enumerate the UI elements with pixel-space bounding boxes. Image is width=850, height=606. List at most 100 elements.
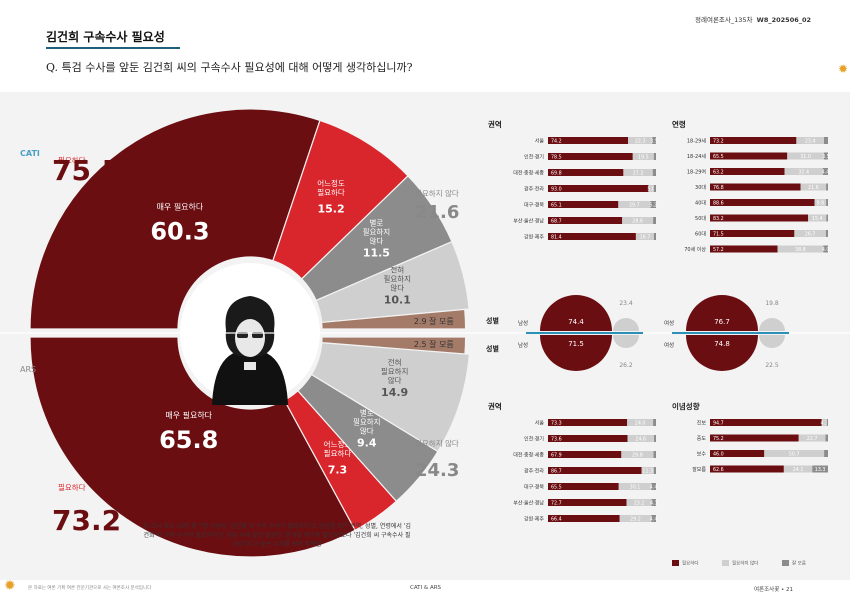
region-top-bar-label: 65.1 <box>551 203 562 209</box>
ideology-bar-label: 50.7 <box>789 452 800 458</box>
region-bottom-bar-label: 29.2 <box>630 517 641 523</box>
region-top-bar-label: 93.0 <box>551 187 562 193</box>
sex-not-ars <box>613 335 639 348</box>
region-top-bar-seg <box>635 233 654 240</box>
region-top-bar-seg <box>650 201 656 208</box>
age-bar-seg <box>710 214 809 222</box>
page-header: 정례여론조사_135차 W8_202506_02 김건희 구속수사 필요성 Q.… <box>0 0 850 92</box>
region-top-bar-seg <box>548 185 649 192</box>
region-top-bar-label: 19.5 <box>638 155 649 161</box>
age-bar-label: 32.4 <box>798 170 809 176</box>
ideology-category: 보수 <box>697 452 707 458</box>
sex-need-ars-value: 71.5 <box>568 340 584 348</box>
region-top-bar-label: 28.6 <box>632 219 643 225</box>
region-bottom-bar-label: 86.7 <box>551 469 562 475</box>
slice-label: 필요하지 <box>381 366 409 376</box>
legend-not: 필요하지 않다 <box>722 560 758 567</box>
ideology-bar-label: 75.2 <box>713 436 724 442</box>
region-bottom-category: 대전·충청·세종 <box>513 452 544 459</box>
slice-label: 필요하지 <box>353 416 381 426</box>
sex-group-label: 남성 <box>518 341 528 349</box>
legend-label-need: 필요하다 <box>682 561 699 567</box>
region-bottom-bar-label: 30.1 <box>630 485 641 491</box>
region-bottom-category: 부산·울산·경남 <box>513 500 544 507</box>
donut-slice-ars-3 <box>310 342 470 453</box>
region-bottom-bar-label: 65.5 <box>551 485 562 491</box>
region-bottom-bar-label: 73.3 <box>551 421 562 427</box>
region-bottom-bar-label: 4.4 <box>650 517 658 523</box>
age-bar-seg <box>710 230 795 237</box>
legend-need: 필요하다 <box>672 560 699 567</box>
region-top-bar-label: 81.4 <box>551 235 562 241</box>
region-top-bar-seg <box>622 217 654 224</box>
age-category: 50대 <box>695 215 706 222</box>
ideology-title: 이념성향 <box>672 401 700 411</box>
region-bottom-category: 서울 <box>535 420 545 427</box>
sex-need-cati-value: 74.4 <box>568 318 584 326</box>
slice-label: 필요하지 <box>383 273 411 283</box>
slice-value: 2.5 잘 모름 <box>414 340 454 349</box>
region-bottom-bar-seg <box>627 419 654 426</box>
age-category: 18-24세 <box>687 153 707 160</box>
slice-label: 않다 <box>388 376 402 385</box>
legend-dk: 잘 모름 <box>782 560 806 567</box>
region-top-bar-seg <box>628 137 653 144</box>
ideology-bar-label: 13.3 <box>815 467 826 473</box>
slice-label: 필요하다 <box>317 187 345 197</box>
region-top-category: 인천·경기 <box>524 154 544 161</box>
age-bar-seg <box>823 152 828 160</box>
region-bottom-category: 광주·전라 <box>524 468 544 475</box>
total-need-value: 75.5 <box>52 154 121 187</box>
age-bar-seg <box>826 183 828 191</box>
sex-group-label: 여성 <box>664 319 674 327</box>
age-bar-seg <box>823 245 828 253</box>
region-bottom-bar-seg <box>548 419 628 426</box>
age-category: 30대 <box>695 184 706 191</box>
age-bar-label: 3.5 <box>822 154 830 160</box>
age-bar-seg <box>710 152 788 160</box>
sex-title-cati: 성별 <box>486 316 499 325</box>
region-bottom-bar-seg <box>626 499 652 506</box>
age-category: 40대 <box>695 200 706 207</box>
age-bar-seg <box>826 214 828 222</box>
sex-not-cati <box>613 318 639 331</box>
region-top-bar-seg <box>652 169 656 176</box>
sex-need-ars <box>686 335 758 371</box>
age-bar-seg <box>784 168 823 175</box>
age-bar-label: 71.5 <box>713 232 724 238</box>
slice-value: 65.8 <box>159 426 218 454</box>
sex-not-ars-value: 22.5 <box>765 362 779 369</box>
region-bottom-category: 대구·경북 <box>524 484 544 491</box>
region-bottom-bar-label: 24.0 <box>635 421 646 427</box>
age-bar-seg <box>800 183 827 191</box>
age-bar-seg <box>710 245 778 253</box>
region-bottom-bar-seg <box>548 451 622 458</box>
region-top-bar-seg <box>632 153 654 160</box>
ideology-bar-seg <box>826 419 828 426</box>
age-bar-label: 26.7 <box>805 232 816 238</box>
source-tag: 정례여론조사_135차 W8_202506_02 <box>695 16 812 24</box>
total-not-value: 21.6 <box>415 202 459 223</box>
slice-value: 11.5 <box>363 247 390 260</box>
region-top-bar-seg <box>653 153 656 160</box>
region-bottom-bar-seg <box>651 515 656 522</box>
region-top-bar-label: 29.7 <box>629 203 640 209</box>
age-category: 60대 <box>695 231 706 238</box>
region-bottom-bar-label: 4.4 <box>650 485 658 491</box>
donut-slice-cati-3 <box>315 240 470 324</box>
title-underline <box>46 47 180 49</box>
slice-value: 7.3 <box>328 463 348 476</box>
portrait-shoulders <box>212 352 288 405</box>
age-bar-label: 15.4 <box>812 216 823 222</box>
ars-label: ARS <box>20 365 36 374</box>
region-top-bar-seg <box>653 233 656 240</box>
age-bar-seg <box>822 168 828 175</box>
age-bar-label: 76.8 <box>713 185 724 191</box>
legend-swatch-need <box>672 560 679 566</box>
ideology-category: 진보 <box>697 420 707 427</box>
footer-left: 본 자료는 여론 기획 여론 전문기관으로 사는 여론조사 분석입니다 <box>28 586 152 591</box>
region-top-bar-seg <box>618 201 651 208</box>
ideology-bar-seg <box>710 419 822 426</box>
region-top-bar-label: 5.0 <box>647 187 655 193</box>
